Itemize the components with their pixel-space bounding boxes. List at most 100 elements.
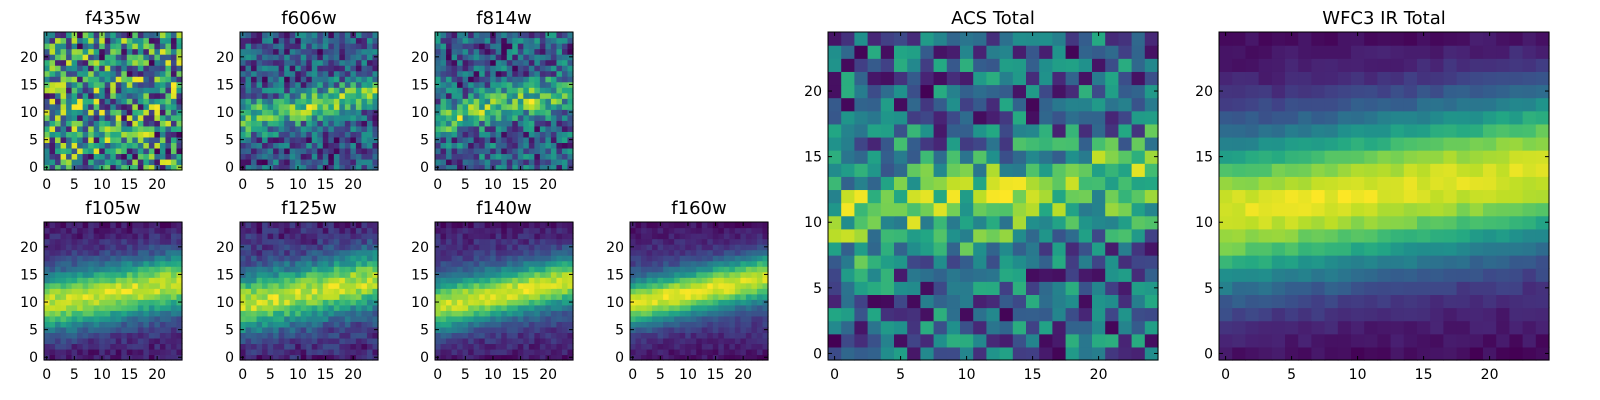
heatmap-cell (372, 282, 379, 289)
heatmap-cell (251, 43, 258, 50)
axes-frame (43, 31, 183, 171)
heatmap-cell (132, 249, 139, 256)
heatmap-cell (154, 153, 161, 160)
heatmap-cell (328, 153, 335, 160)
heatmap-cell (267, 142, 274, 149)
heatmap-cell (435, 343, 442, 350)
heatmap-cell (295, 76, 302, 83)
heatmap-cell (528, 109, 535, 116)
heatmap-cell (707, 222, 714, 229)
heatmap-cell (366, 222, 374, 229)
heatmap-cell (663, 277, 670, 284)
heatmap-cell (170, 147, 178, 155)
heatmap-cell (143, 310, 150, 317)
heatmap-cell (126, 147, 133, 155)
heatmap-cell (973, 150, 987, 164)
heatmap-cell (828, 163, 842, 177)
heatmap-cell (550, 147, 558, 155)
heatmap-cell (126, 304, 133, 311)
heatmap-cell (99, 310, 106, 317)
heatmap-cell (751, 348, 758, 356)
heatmap-cell (126, 238, 133, 245)
heatmap-cell (484, 54, 491, 61)
heatmap-cell (159, 76, 167, 83)
heatmap-cell (446, 120, 453, 127)
heatmap-cell (267, 282, 274, 289)
heatmap-cell (534, 304, 541, 311)
heatmap-cell (468, 288, 475, 295)
heatmap-cell (154, 299, 161, 306)
heatmap-cell (115, 293, 122, 300)
heatmap-cell (333, 153, 340, 160)
heatmap-cell (295, 326, 302, 333)
heatmap-cell (366, 337, 374, 345)
heatmap-cell (718, 310, 725, 317)
heatmap-cell (344, 337, 351, 345)
heatmap-cell (251, 103, 258, 110)
heatmap-cell (273, 120, 280, 127)
heatmap-cell (240, 310, 247, 317)
heatmap-cell (93, 109, 100, 116)
heatmap-cell (468, 282, 475, 289)
heatmap-cell (707, 244, 714, 251)
heatmap-cell (740, 337, 747, 345)
heatmap-cell (55, 87, 62, 94)
heatmap-cell (170, 310, 178, 317)
heatmap-cell (82, 103, 89, 110)
heatmap-cell (132, 354, 139, 361)
heatmap-cell (278, 222, 285, 229)
heatmap-cell (756, 227, 764, 234)
heatmap-cell (528, 92, 535, 99)
heatmap-cell (154, 136, 161, 143)
heatmap-cell (561, 288, 569, 295)
heatmap-cell (93, 103, 100, 110)
heatmap-cell (512, 277, 519, 284)
heatmap-cell (1118, 320, 1133, 335)
heatmap-cell (468, 238, 475, 245)
heatmap-cell (300, 125, 307, 132)
heatmap-cell (451, 92, 458, 99)
heatmap-cell (88, 65, 95, 72)
heatmap-cell (278, 288, 285, 295)
heatmap-cell (545, 120, 552, 127)
heatmap-cell (115, 142, 122, 149)
heatmap-cell (159, 293, 167, 300)
heatmap-cell (82, 153, 89, 160)
heatmap-cell (110, 131, 117, 138)
heatmap-cell (295, 244, 302, 251)
heatmap-cell (690, 277, 697, 284)
heatmap-cell (734, 222, 741, 229)
heatmap-cell (77, 103, 84, 110)
heatmap-cell (317, 260, 324, 267)
heatmap-cell (641, 249, 648, 256)
x-tick-label: 0 (433, 367, 442, 383)
heatmap-cell (539, 43, 546, 50)
heatmap-cell (256, 227, 263, 234)
heatmap-cell (723, 293, 730, 300)
heatmap-cell (718, 332, 725, 339)
heatmap-cell (641, 288, 648, 295)
heatmap-cell (635, 222, 642, 229)
heatmap-cell (55, 288, 62, 295)
heatmap-cell (339, 310, 346, 317)
heatmap-cell (154, 233, 161, 240)
heatmap-cell (154, 315, 161, 322)
heatmap-cell (512, 87, 519, 94)
heatmap-cell (561, 238, 569, 245)
heatmap-cell (333, 332, 340, 339)
heatmap-cell (506, 65, 513, 72)
heatmap-cell (93, 48, 100, 55)
heatmap-cell (484, 125, 491, 132)
heatmap-cell (561, 227, 569, 234)
heatmap-cell (245, 76, 252, 83)
heatmap-cell (278, 164, 285, 171)
heatmap-cell (490, 114, 497, 121)
heatmap-cell (278, 32, 285, 39)
heatmap-cell (159, 125, 167, 132)
heatmap-cell (999, 228, 1014, 243)
heatmap-cell (311, 304, 318, 311)
heatmap-cell (344, 43, 351, 50)
heatmap-cell (729, 222, 736, 229)
heatmap-cell (170, 233, 178, 240)
heatmap-cell (71, 238, 78, 245)
